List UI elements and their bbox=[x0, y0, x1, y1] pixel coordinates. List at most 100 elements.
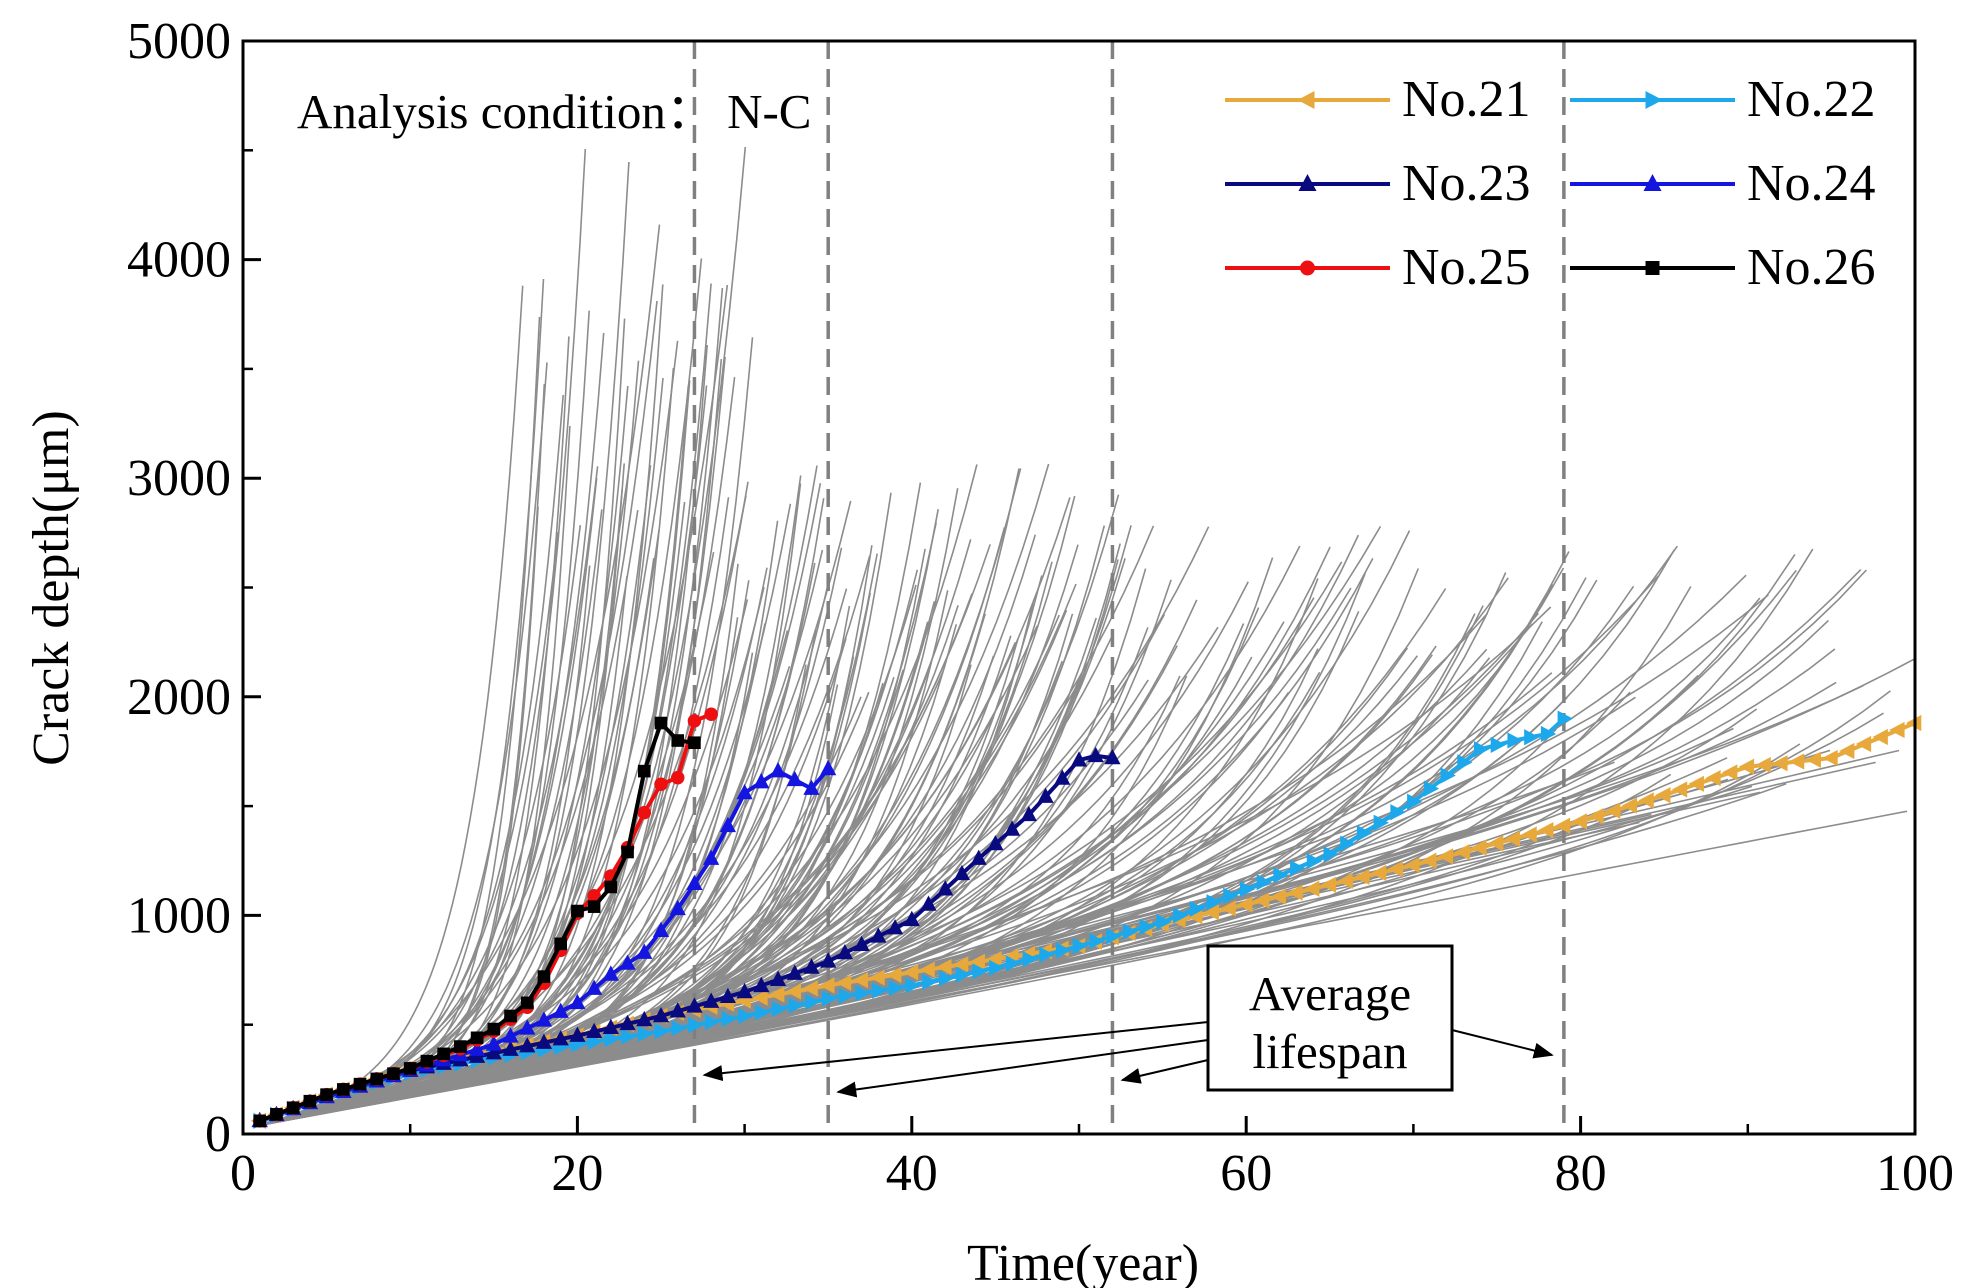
data-point bbox=[1722, 764, 1738, 781]
data-point bbox=[485, 1044, 502, 1060]
data-point bbox=[569, 1026, 586, 1042]
data-point bbox=[719, 987, 736, 1004]
data-point bbox=[803, 958, 820, 974]
data-point bbox=[920, 895, 937, 911]
background-curve bbox=[259, 300, 658, 1127]
legend-item: No.25 bbox=[1225, 239, 1531, 296]
data-point bbox=[1655, 787, 1671, 804]
data-point bbox=[1122, 923, 1139, 940]
data-point bbox=[919, 961, 935, 978]
data-point bbox=[604, 880, 618, 894]
data-point bbox=[955, 966, 971, 983]
background-curve bbox=[259, 546, 1331, 1127]
lifespan-arrow bbox=[836, 1039, 1209, 1098]
data-point bbox=[1524, 729, 1540, 746]
data-point bbox=[771, 1000, 788, 1018]
data-point bbox=[1554, 817, 1571, 834]
data-point bbox=[1822, 749, 1838, 767]
data-point bbox=[552, 1002, 569, 1018]
data-point bbox=[1253, 892, 1270, 909]
data-point bbox=[803, 779, 820, 795]
condition-annotation: Analysis condition： N-C bbox=[297, 84, 811, 139]
x-tick-label: 60 bbox=[1220, 1145, 1272, 1202]
background-curve bbox=[259, 569, 1862, 1127]
background-curve bbox=[259, 684, 1864, 1127]
data-point bbox=[1256, 874, 1272, 891]
data-point bbox=[688, 1017, 704, 1034]
data-point bbox=[886, 919, 904, 935]
legend-label: No.23 bbox=[1402, 155, 1531, 212]
data-point bbox=[1488, 835, 1504, 852]
data-point bbox=[855, 985, 871, 1002]
x-axis-label: Time(year) bbox=[967, 1235, 1199, 1288]
data-point bbox=[1588, 808, 1604, 825]
data-point bbox=[253, 1114, 267, 1128]
lifespan-label-line2: lifespan bbox=[1252, 1024, 1407, 1079]
data-point bbox=[1237, 896, 1253, 913]
data-point bbox=[1387, 860, 1403, 878]
data-point bbox=[637, 805, 652, 820]
data-point bbox=[1004, 820, 1021, 836]
data-point bbox=[1504, 830, 1521, 847]
legend-label: No.24 bbox=[1747, 155, 1876, 212]
data-point bbox=[403, 1062, 417, 1075]
data-point bbox=[938, 970, 955, 987]
y-axis-label: Crack depth(μm) bbox=[23, 410, 80, 766]
data-point bbox=[420, 1054, 434, 1068]
data-point bbox=[1104, 749, 1121, 765]
background-curve bbox=[259, 482, 922, 1127]
data-point bbox=[504, 1009, 517, 1023]
data-point bbox=[1373, 814, 1389, 831]
average-lifespan-lines bbox=[692, 41, 1566, 1134]
data-point bbox=[1621, 797, 1638, 814]
data-point bbox=[853, 935, 870, 951]
data-point bbox=[1223, 887, 1239, 904]
data-point bbox=[602, 965, 619, 981]
data-point bbox=[535, 1033, 553, 1049]
data-point bbox=[922, 973, 938, 990]
y-tick-label: 3000 bbox=[127, 450, 231, 507]
data-point bbox=[537, 970, 551, 983]
data-point bbox=[686, 874, 703, 891]
data-point bbox=[1473, 741, 1490, 758]
data-point bbox=[835, 974, 852, 991]
data-point bbox=[470, 1031, 484, 1045]
data-point bbox=[755, 1004, 771, 1021]
data-point bbox=[970, 849, 987, 865]
data-point bbox=[687, 714, 702, 728]
data-point bbox=[836, 943, 854, 960]
data-point bbox=[1370, 864, 1387, 882]
x-tick-label: 20 bbox=[551, 1145, 603, 1202]
data-point bbox=[721, 1010, 737, 1028]
data-point bbox=[554, 937, 567, 951]
data-point bbox=[535, 1011, 553, 1027]
data-point bbox=[586, 979, 603, 995]
data-point bbox=[752, 989, 768, 1006]
legend-item: No.23 bbox=[1225, 155, 1531, 212]
x-tick-label: 80 bbox=[1555, 1145, 1607, 1202]
data-point bbox=[888, 979, 905, 997]
data-point bbox=[303, 1094, 317, 1108]
data-point bbox=[953, 864, 971, 881]
data-point bbox=[637, 1025, 654, 1042]
data-point bbox=[1839, 742, 1855, 760]
data-point bbox=[487, 1022, 501, 1036]
data-point bbox=[1089, 933, 1105, 950]
data-point bbox=[719, 816, 736, 833]
series-No26 bbox=[253, 716, 701, 1128]
data-point bbox=[1189, 900, 1206, 917]
data-point bbox=[902, 964, 919, 981]
background-curves bbox=[259, 146, 1916, 1127]
data-point bbox=[1490, 736, 1506, 753]
data-point bbox=[636, 943, 653, 959]
data-point bbox=[670, 770, 685, 785]
data-point bbox=[454, 1040, 467, 1053]
data-point bbox=[1356, 825, 1373, 842]
legend-label: No.21 bbox=[1402, 71, 1531, 128]
data-point bbox=[1055, 942, 1072, 959]
data-point bbox=[519, 1019, 536, 1035]
data-point bbox=[738, 1007, 754, 1025]
data-point bbox=[1070, 751, 1088, 767]
data-point bbox=[905, 977, 921, 994]
data-point bbox=[886, 966, 902, 983]
